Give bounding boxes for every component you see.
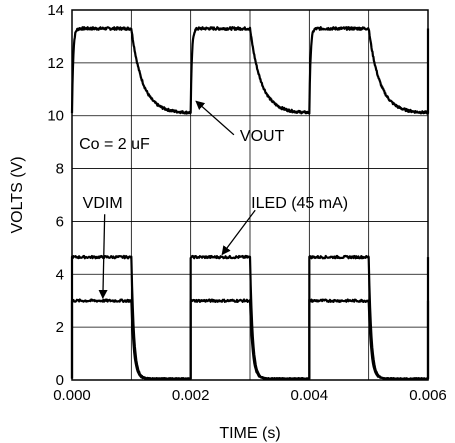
y-tick-label: 4 [56, 266, 64, 283]
y-tick-label: 14 [47, 2, 64, 19]
plot-frame [71, 9, 429, 381]
y-axis-label: VOLTS (V) [9, 156, 26, 233]
y-tick-label: 10 [47, 108, 64, 125]
y-tick-label: 12 [47, 55, 64, 72]
series-line-2 [70, 298, 430, 381]
y-tick-label: 0 [56, 372, 64, 389]
x-tick-label: 0.000 [53, 387, 91, 404]
series-line-1 [70, 254, 430, 381]
x-tick-label: 0.004 [291, 387, 329, 404]
annotation-label: Co = 2 uF [79, 136, 150, 153]
y-tick-label: 8 [56, 161, 64, 178]
annotations: Co = 2 uF VOUT VDIM ILED (45 mA) [79, 100, 348, 299]
annotation-arrow [195, 100, 235, 136]
x-axis-label: TIME (s) [219, 425, 280, 442]
y-tick-labels: 0 2 4 6 8 10 12 14 [47, 2, 64, 389]
x-tick-label: 0.002 [172, 387, 210, 404]
x-tick-labels: 0.000 0.002 0.004 0.006 [53, 387, 447, 404]
y-tick-label: 2 [56, 319, 64, 336]
y-tick-label: 6 [56, 213, 64, 230]
annotation-label: VDIM [83, 195, 123, 212]
x-tick-label: 0.006 [409, 387, 447, 404]
annotation-arrow [221, 209, 256, 256]
annotation-label: VOUT [240, 128, 285, 145]
traces [70, 26, 430, 381]
annotation-label: ILED (45 mA) [251, 195, 348, 212]
series-line-0 [70, 26, 430, 115]
annotation-arrow [98, 214, 108, 299]
